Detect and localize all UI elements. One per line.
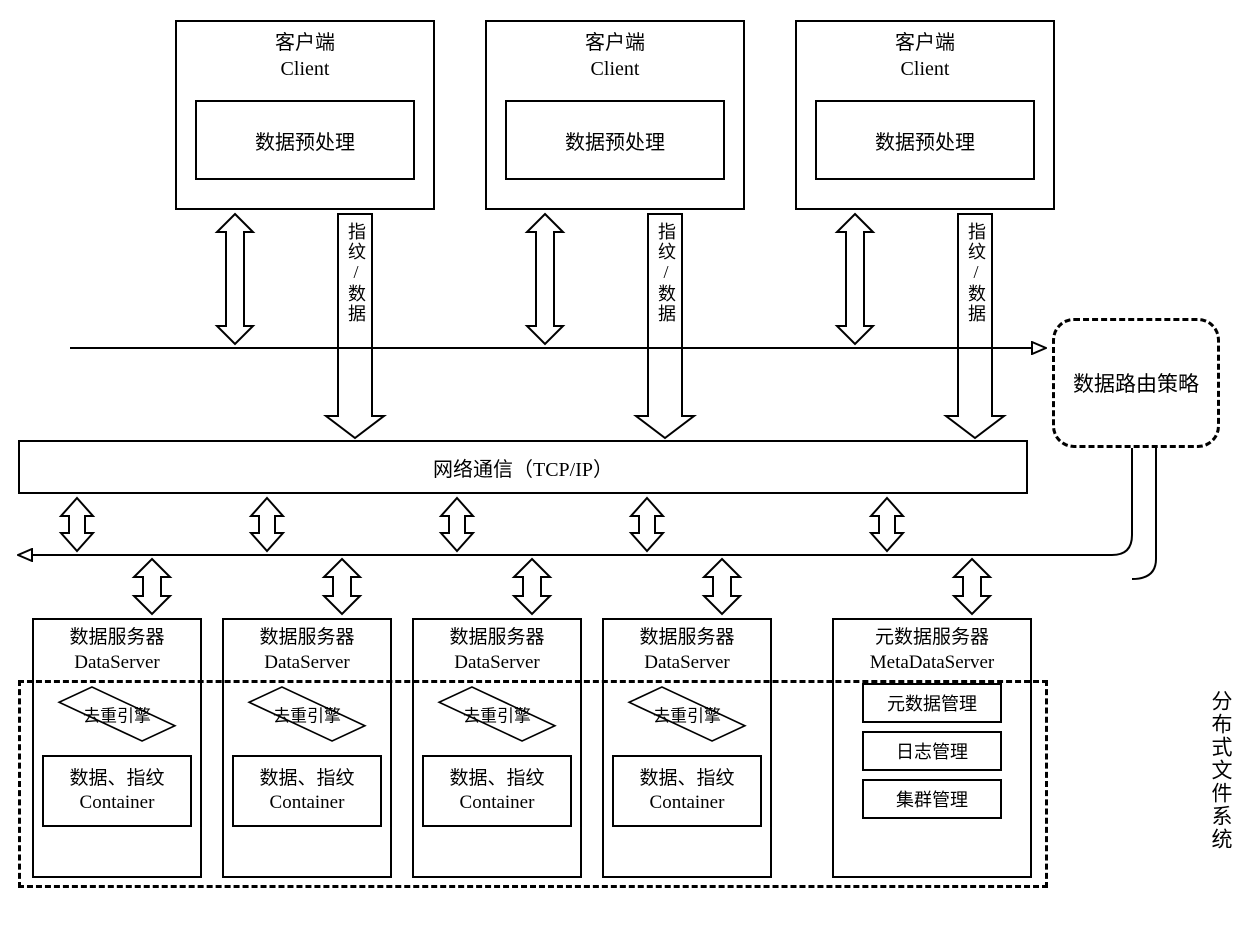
client-box-2: 客户端Client 数据预处理 — [795, 20, 1055, 210]
preprocess-box: 数据预处理 — [195, 100, 415, 180]
preprocess-box: 数据预处理 — [505, 100, 725, 180]
metaserver-title: 元数据服务器MetaDataServer — [870, 626, 995, 675]
fingerprint-data-label: 指纹/数据 — [963, 222, 989, 412]
server-title: 数据服务器DataServer — [449, 626, 544, 675]
server-title: 数据服务器DataServer — [69, 626, 164, 675]
dfs-label: 分布式文件系统 — [1056, 690, 1236, 851]
network-box: 网络通信（TCP/IP） — [18, 440, 1028, 494]
server-title: 数据服务器DataServer — [259, 626, 354, 675]
fingerprint-data-label: 指纹/数据 — [653, 222, 679, 412]
routing-strategy-box: 数据路由策略 — [1052, 318, 1220, 448]
client-box-1: 客户端Client 数据预处理 — [485, 20, 745, 210]
client-title: 客户端Client — [895, 30, 955, 82]
client-title: 客户端Client — [275, 30, 335, 82]
server-title: 数据服务器DataServer — [639, 626, 734, 675]
dfs-dashed-box — [18, 680, 1048, 888]
client-title: 客户端Client — [585, 30, 645, 82]
preprocess-box: 数据预处理 — [815, 100, 1035, 180]
fingerprint-data-label: 指纹/数据 — [343, 222, 369, 412]
client-box-0: 客户端Client 数据预处理 — [175, 20, 435, 210]
